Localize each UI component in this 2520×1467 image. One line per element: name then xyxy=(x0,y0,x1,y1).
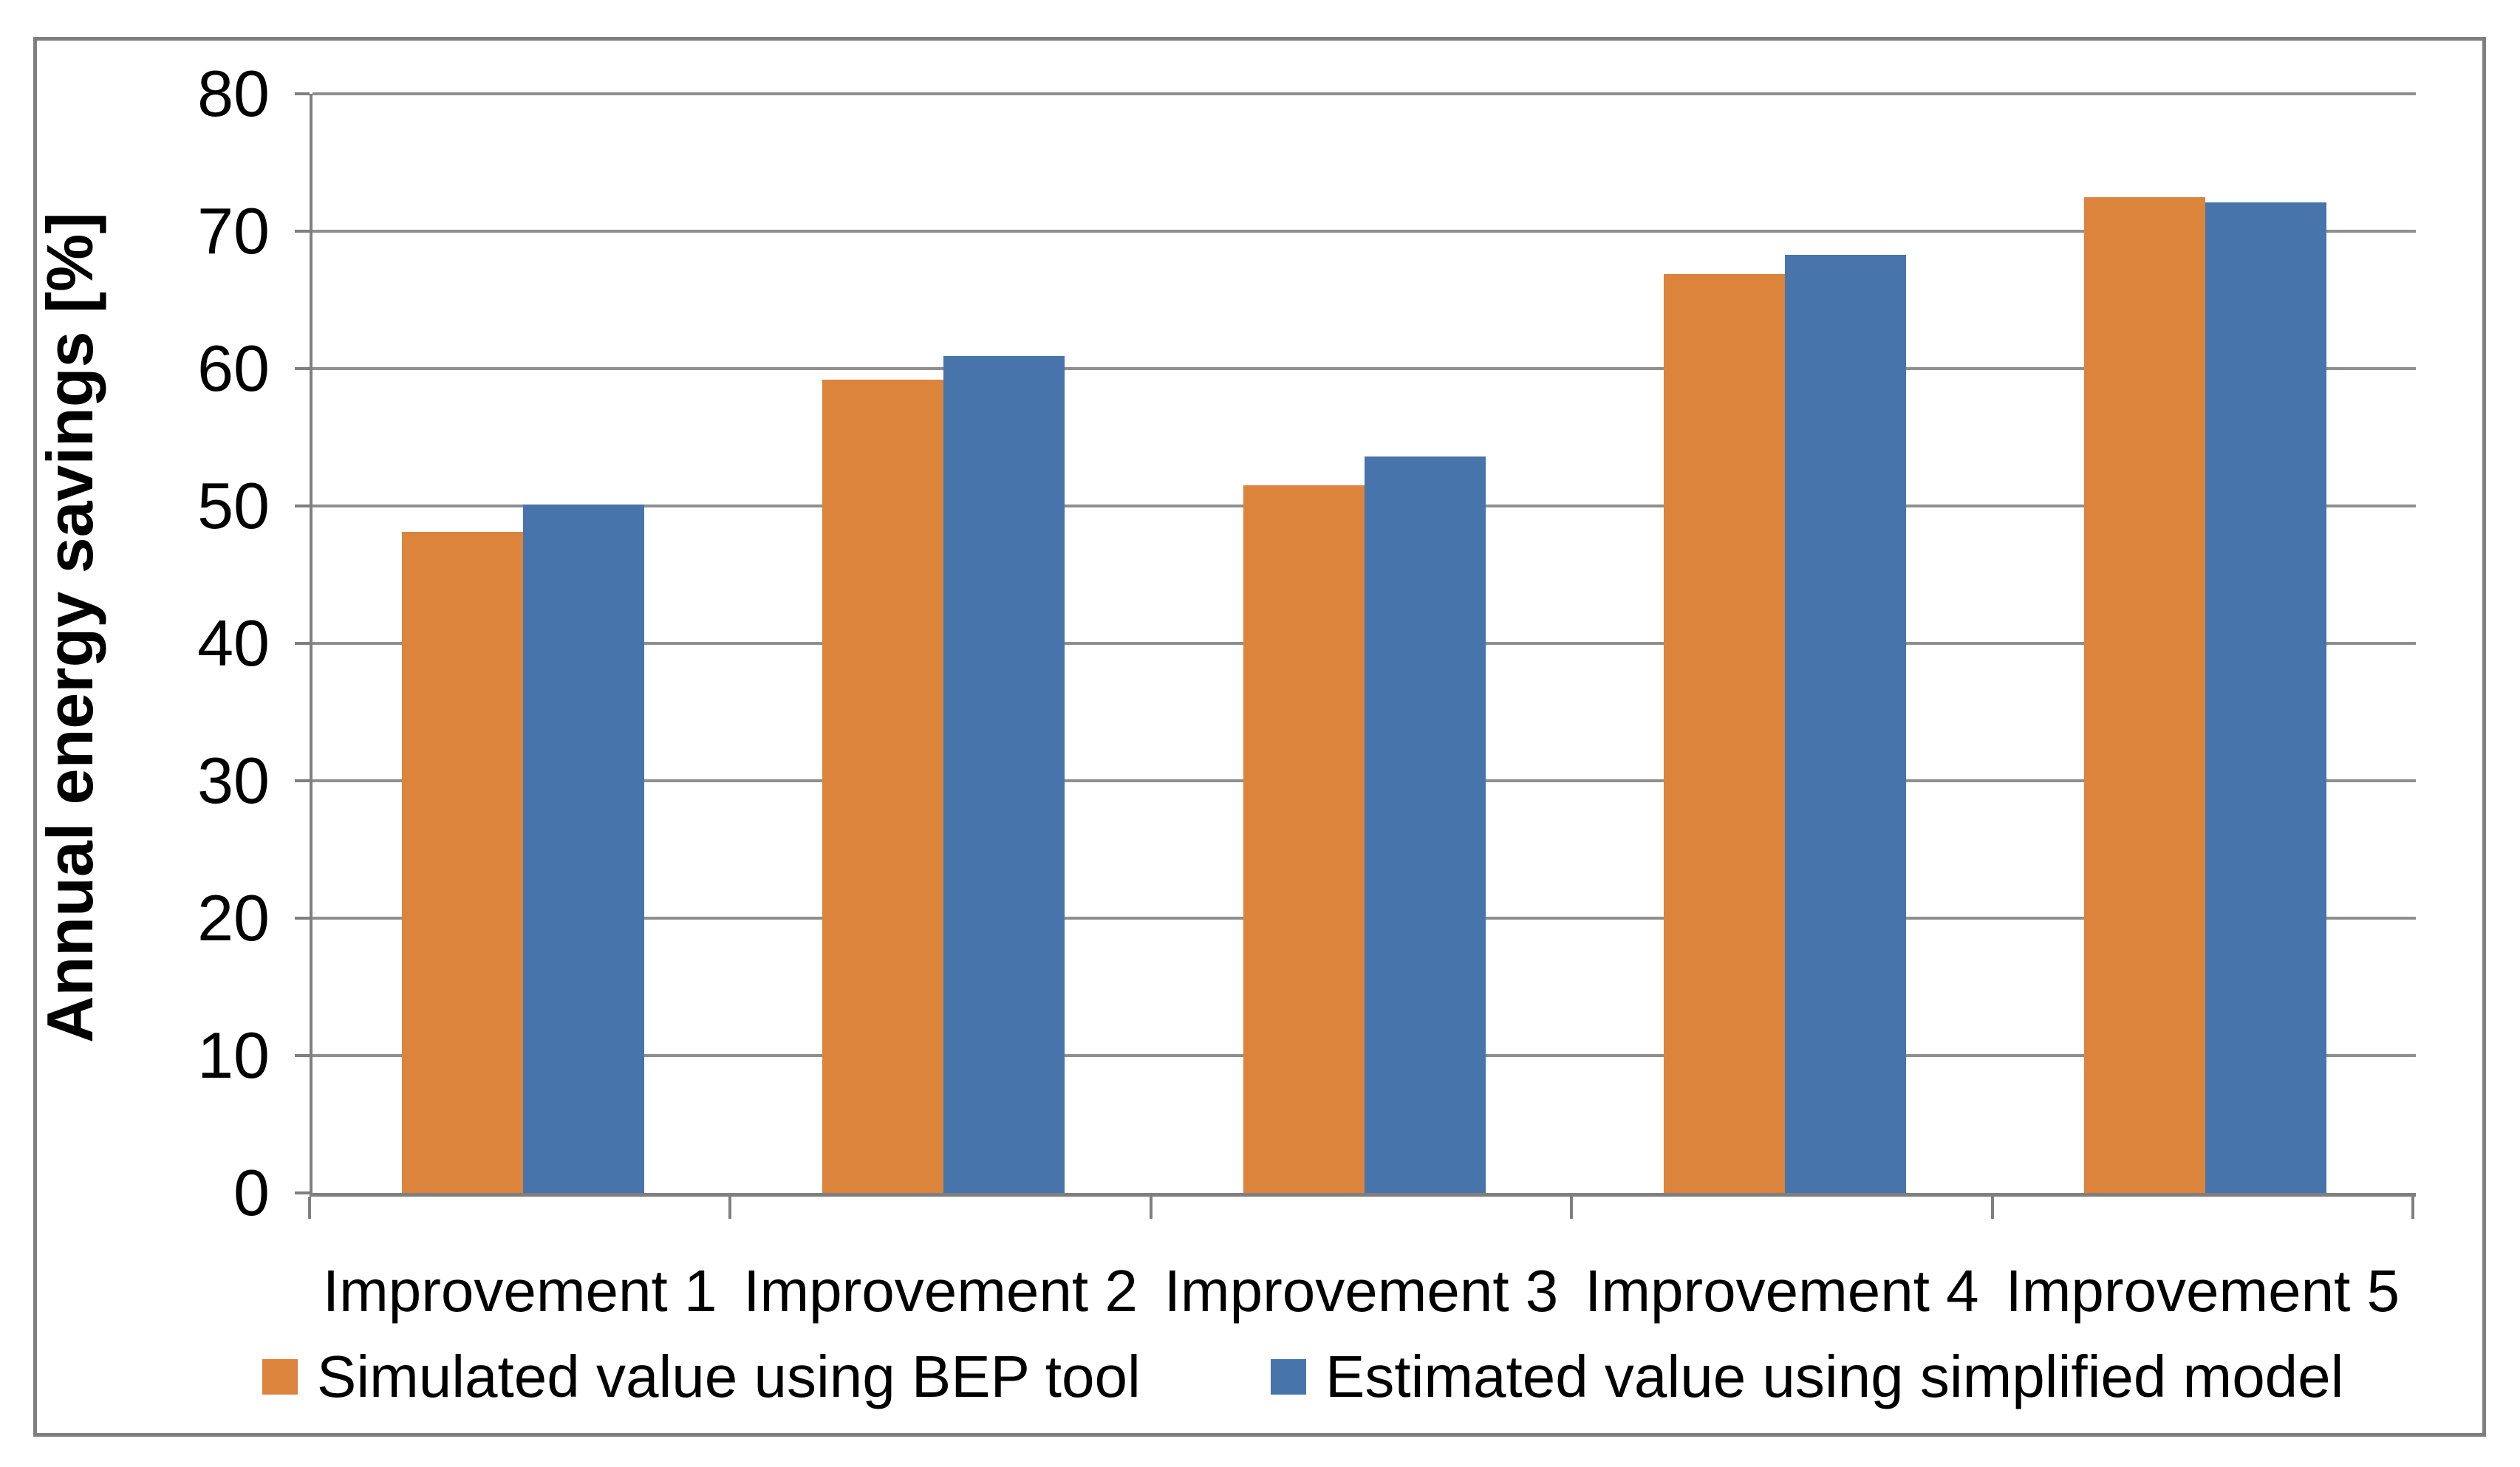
gridline-80 xyxy=(313,92,2416,95)
y-tick-mark-70 xyxy=(295,230,310,233)
bar-estimated-3 xyxy=(1364,456,1486,1193)
y-tick-label-20: 20 xyxy=(197,881,270,954)
x-category-label-4: Improvement 4 xyxy=(1585,1258,1979,1324)
x-tick-mark-0 xyxy=(308,1197,311,1219)
legend-item-simulated: Simulated value using BEP tool xyxy=(262,1346,1141,1408)
y-tick-mark-60 xyxy=(295,367,310,370)
y-tick-label-60: 60 xyxy=(197,332,270,405)
bar-simulated-1 xyxy=(401,532,523,1193)
y-tick-mark-10 xyxy=(295,1054,310,1057)
x-tick-mark-5 xyxy=(2411,1197,2414,1219)
bar-estimated-2 xyxy=(943,356,1065,1193)
x-tick-mark-4 xyxy=(1990,1197,1994,1219)
bar-estimated-5 xyxy=(2205,202,2327,1193)
y-tick-label-40: 40 xyxy=(197,606,270,680)
y-tick-label-50: 50 xyxy=(197,469,270,542)
y-tick-mark-20 xyxy=(295,917,310,920)
x-category-label-3: Improvement 3 xyxy=(1164,1258,1559,1324)
gridline-60 xyxy=(313,367,2416,370)
y-tick-label-30: 30 xyxy=(197,744,270,817)
x-category-label-1: Improvement 1 xyxy=(322,1258,717,1324)
x-tick-mark-3 xyxy=(1570,1197,1574,1219)
x-category-label-5: Improvement 5 xyxy=(2005,1258,2400,1324)
x-tick-mark-1 xyxy=(728,1197,732,1219)
gridline-70 xyxy=(313,230,2416,233)
y-tick-mark-50 xyxy=(295,505,310,507)
legend-label-estimated: Estimated value using simplified model xyxy=(1325,1344,2344,1409)
bar-estimated-1 xyxy=(522,505,644,1193)
y-tick-label-80: 80 xyxy=(197,57,270,130)
y-tick-label-70: 70 xyxy=(197,194,270,267)
legend-label-simulated: Simulated value using BEP tool xyxy=(317,1344,1141,1409)
y-tick-label-0: 0 xyxy=(233,1156,270,1229)
bar-simulated-2 xyxy=(822,379,944,1193)
y-tick-mark-30 xyxy=(295,779,310,782)
legend-item-estimated: Estimated value using simplified model xyxy=(1271,1346,2343,1408)
bar-simulated-4 xyxy=(1663,273,1785,1193)
bar-simulated-3 xyxy=(1243,485,1365,1193)
y-tick-mark-40 xyxy=(295,642,310,645)
y-tick-mark-80 xyxy=(295,92,310,95)
y-tick-mark-0 xyxy=(295,1191,310,1194)
y-tick-label-10: 10 xyxy=(197,1019,270,1092)
legend-swatch-simulated xyxy=(262,1359,298,1395)
plot-area xyxy=(310,92,2416,1197)
legend-swatch-estimated xyxy=(1271,1359,1306,1395)
bar-simulated-5 xyxy=(2084,196,2206,1193)
x-tick-mark-2 xyxy=(1149,1197,1153,1219)
bar-estimated-4 xyxy=(1784,254,1906,1193)
x-category-label-2: Improvement 2 xyxy=(743,1258,1138,1324)
